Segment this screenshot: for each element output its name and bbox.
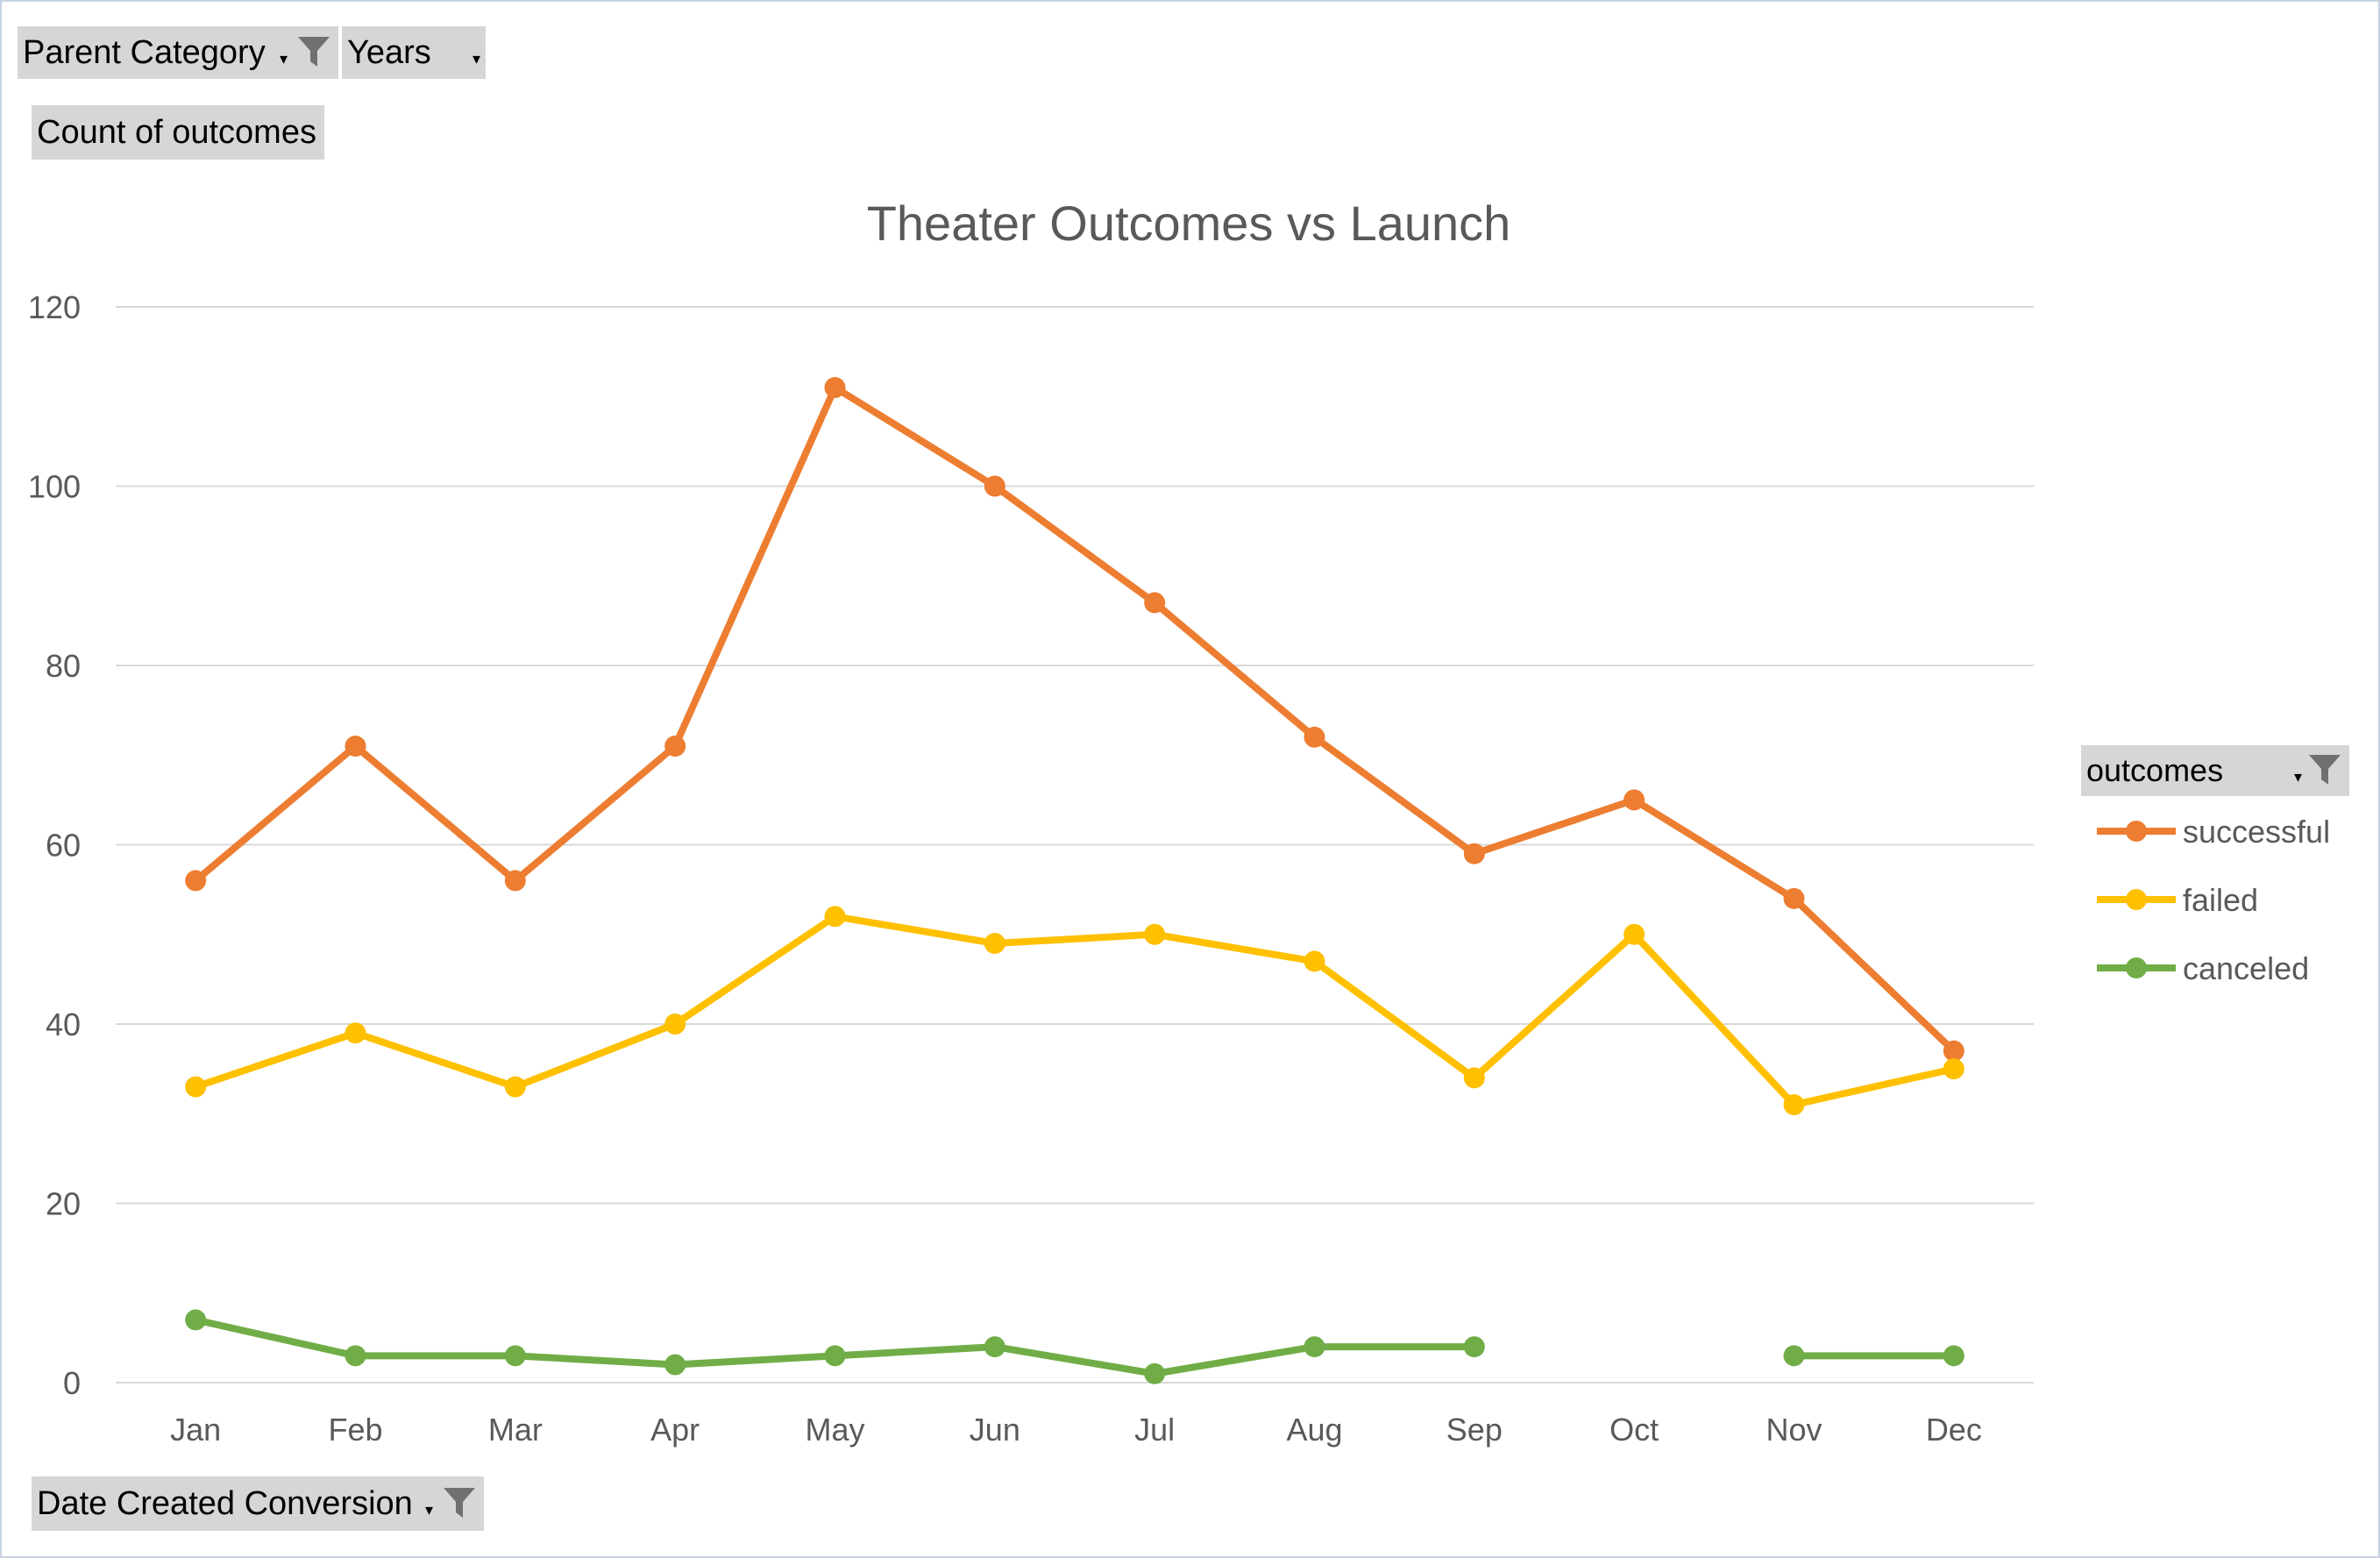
legend-entry-failed[interactable]: failed	[2097, 882, 2258, 918]
data-point-failed[interactable]	[1943, 1058, 1964, 1080]
series-successful	[185, 377, 1964, 1062]
data-point-successful[interactable]	[1304, 726, 1325, 748]
data-point-canceled[interactable]	[1783, 1345, 1805, 1367]
parent-category-field-button[interactable]: Parent Category ▾	[18, 26, 338, 79]
parent-category-label: Parent Category	[23, 33, 266, 71]
legend-marker-successful	[2126, 821, 2147, 842]
y-tick-label: 40	[46, 1007, 81, 1042]
legend-label-successful: successful	[2183, 814, 2330, 850]
legend: successful failed canceled	[2097, 814, 2330, 986]
data-point-successful[interactable]	[504, 870, 526, 892]
data-point-failed[interactable]	[1623, 923, 1645, 945]
data-point-successful[interactable]	[1144, 592, 1166, 614]
data-point-successful[interactable]	[1623, 789, 1645, 811]
years-label: Years	[347, 33, 431, 71]
data-point-canceled[interactable]	[984, 1336, 1005, 1358]
x-tick-label: Jun	[970, 1412, 1020, 1448]
x-tick-label: Dec	[1926, 1412, 1982, 1448]
data-point-failed[interactable]	[1304, 950, 1325, 972]
filter-icon	[298, 37, 330, 67]
series-line-successful	[192, 384, 1957, 1055]
y-tick-label: 0	[63, 1365, 81, 1401]
count-of-outcomes-label: Count of outcomes	[37, 113, 316, 151]
series-failed	[185, 906, 1964, 1116]
data-point-failed[interactable]	[504, 1076, 526, 1098]
gridlines	[116, 306, 2034, 1384]
y-tick-label: 100	[28, 469, 81, 505]
date-created-conversion-label: Date Created Conversion	[37, 1484, 413, 1522]
y-axis-tick-labels: 0 20 40 60 80 100 120	[28, 289, 81, 1401]
legend-marker-canceled	[2126, 957, 2147, 978]
y-tick-label: 20	[46, 1186, 81, 1222]
data-point-canceled[interactable]	[504, 1345, 526, 1367]
legend-label-canceled: canceled	[2183, 950, 2309, 986]
data-point-successful[interactable]	[824, 377, 846, 399]
years-field-button[interactable]: Years ▾	[342, 26, 486, 79]
data-point-canceled[interactable]	[345, 1345, 366, 1367]
legend-label-failed: failed	[2183, 882, 2258, 918]
chevron-down-icon: ▾	[472, 50, 480, 68]
x-tick-label: May	[805, 1412, 864, 1448]
x-tick-label: Jan	[170, 1412, 221, 1448]
outcomes-legend-label: outcomes	[2086, 752, 2224, 788]
date-created-conversion-field-button[interactable]: Date Created Conversion ▾	[32, 1476, 484, 1531]
chevron-down-icon: ▾	[424, 1501, 433, 1519]
x-tick-label: Feb	[328, 1412, 382, 1448]
x-tick-label: Mar	[488, 1412, 543, 1448]
x-tick-label: Nov	[1765, 1412, 1822, 1448]
y-tick-label: 120	[28, 289, 81, 325]
data-point-failed[interactable]	[1783, 1094, 1805, 1116]
data-point-failed[interactable]	[185, 1076, 207, 1098]
data-point-canceled[interactable]	[1943, 1345, 1964, 1367]
data-point-failed[interactable]	[345, 1022, 366, 1044]
data-point-canceled[interactable]	[824, 1345, 846, 1367]
filter-icon	[444, 1488, 475, 1518]
data-point-canceled[interactable]	[185, 1309, 207, 1331]
data-point-canceled[interactable]	[1144, 1362, 1166, 1384]
data-point-successful[interactable]	[1463, 843, 1485, 864]
x-tick-label: Aug	[1286, 1412, 1342, 1448]
data-point-canceled[interactable]	[1304, 1336, 1325, 1358]
data-point-failed[interactable]	[824, 906, 846, 928]
x-axis-tick-labels: Jan Feb Mar Apr May Jun Jul Aug Sep Oct Nov Dec	[170, 1412, 1982, 1448]
chevron-down-icon: ▾	[279, 50, 288, 68]
y-tick-label: 80	[46, 648, 81, 684]
legend-marker-failed	[2126, 889, 2147, 910]
data-point-failed[interactable]	[664, 1014, 686, 1035]
series-canceled	[185, 1309, 1964, 1384]
data-point-failed[interactable]	[1144, 923, 1166, 945]
data-point-failed[interactable]	[1463, 1067, 1485, 1089]
legend-entry-successful[interactable]: successful	[2097, 814, 2330, 850]
data-point-canceled[interactable]	[664, 1354, 686, 1376]
series-line-failed	[192, 913, 1957, 1109]
data-point-failed[interactable]	[984, 932, 1005, 954]
data-point-successful[interactable]	[1943, 1040, 1964, 1062]
x-tick-label: Apr	[650, 1412, 700, 1448]
legend-entry-canceled[interactable]: canceled	[2097, 950, 2309, 986]
y-tick-label: 60	[46, 828, 81, 864]
filter-icon	[2309, 755, 2341, 785]
data-point-successful[interactable]	[664, 736, 686, 758]
series-lines	[185, 377, 1964, 1384]
x-tick-label: Jul	[1134, 1412, 1175, 1448]
data-point-successful[interactable]	[345, 736, 366, 758]
chevron-down-icon: ▾	[2293, 767, 2302, 786]
count-of-outcomes-field-button[interactable]: Count of outcomes	[32, 105, 324, 160]
x-tick-label: Sep	[1446, 1412, 1503, 1448]
chart-title: Theater Outcomes vs Launch	[867, 196, 1511, 251]
x-tick-label: Oct	[1609, 1412, 1659, 1448]
outcomes-legend-field-button[interactable]: outcomes ▾	[2081, 745, 2349, 796]
data-point-successful[interactable]	[1783, 887, 1805, 909]
data-point-successful[interactable]	[185, 870, 207, 892]
data-point-canceled[interactable]	[1463, 1336, 1485, 1358]
data-point-successful[interactable]	[984, 475, 1005, 497]
